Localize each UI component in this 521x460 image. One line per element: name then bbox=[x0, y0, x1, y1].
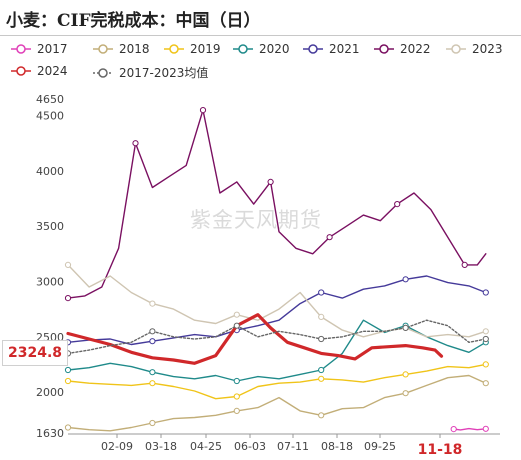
series-line-2021 bbox=[67, 275, 487, 346]
legend-label-2023: 2023 bbox=[472, 42, 503, 56]
series-line-2023 bbox=[67, 264, 487, 338]
series-point-2021 bbox=[149, 338, 156, 345]
series-point-2020 bbox=[318, 366, 325, 374]
series-point-2018 bbox=[482, 380, 489, 387]
legend-item-2018[interactable]: 2018 bbox=[92, 42, 150, 56]
legend-item-2022[interactable]: 2022 bbox=[373, 42, 431, 56]
x-tick-label: 09-25 bbox=[364, 440, 396, 453]
legend-marker-2020 bbox=[233, 44, 253, 54]
series-point-avg bbox=[149, 328, 156, 335]
series-point-2018 bbox=[402, 390, 409, 397]
series-point-2017 bbox=[482, 425, 489, 432]
y-tick-label: 2000 bbox=[36, 386, 64, 399]
series-point-2018 bbox=[233, 407, 240, 414]
series-point-2023 bbox=[233, 311, 240, 318]
legend-marker-2021 bbox=[303, 44, 323, 54]
x-tick-label: 06-03 bbox=[234, 440, 266, 453]
series-point-2019 bbox=[149, 380, 156, 387]
x-tick-label: 11-18 bbox=[418, 442, 463, 458]
series-point-2020 bbox=[233, 377, 240, 385]
legend-label-2020: 2020 bbox=[259, 42, 290, 56]
series-point-2018 bbox=[318, 412, 325, 419]
series-point-2022 bbox=[267, 178, 274, 185]
series-point-avg bbox=[482, 335, 489, 343]
series-point-avg bbox=[233, 322, 240, 329]
chart-title: 小麦：CIF完税成本：中国（日） bbox=[6, 11, 261, 31]
legend-label-2022: 2022 bbox=[400, 42, 431, 56]
series-point-2023 bbox=[64, 261, 72, 268]
series-line-2017 bbox=[453, 427, 487, 431]
y-tick-label: 1630 bbox=[36, 427, 64, 440]
series-point-2021 bbox=[482, 289, 489, 296]
legend-label-2019: 2019 bbox=[190, 42, 221, 56]
legend-marker-2022 bbox=[374, 44, 394, 54]
legend-item-2024[interactable]: 2024 bbox=[10, 64, 68, 78]
legend-label-2021: 2021 bbox=[329, 42, 360, 56]
legend-marker-2019 bbox=[164, 44, 184, 54]
series-point-2019 bbox=[482, 361, 489, 368]
y-tick-label: 4000 bbox=[36, 165, 64, 178]
series-point-2023 bbox=[149, 300, 156, 307]
series-point-2020 bbox=[149, 369, 156, 376]
series-point-2022 bbox=[132, 140, 139, 147]
x-tick-label: 08-18 bbox=[321, 440, 353, 453]
series-point-2018 bbox=[149, 419, 156, 427]
series-point-2022 bbox=[199, 107, 207, 114]
legend-label-2017: 2017 bbox=[37, 42, 68, 56]
series-point-2017 bbox=[450, 426, 457, 433]
legend-item-2021[interactable]: 2021 bbox=[302, 42, 360, 56]
series-point-2021 bbox=[402, 276, 409, 283]
y-tick-label: 4650 bbox=[36, 93, 64, 106]
series-point-avg bbox=[318, 335, 325, 343]
series-point-2023 bbox=[318, 313, 325, 320]
legend-item-2017[interactable]: 2017 bbox=[10, 42, 68, 56]
series-point-2022 bbox=[326, 234, 333, 241]
series-point-2023 bbox=[482, 328, 489, 335]
series-point-2022 bbox=[64, 295, 72, 302]
legend-item-2020[interactable]: 2020 bbox=[232, 42, 290, 56]
x-tick-label: 07-11 bbox=[277, 440, 309, 453]
last-value-badge: 2324.8 bbox=[2, 340, 68, 366]
y-tick-label: 3500 bbox=[36, 220, 64, 233]
legend-label-2018: 2018 bbox=[119, 42, 150, 56]
series-point-2019 bbox=[402, 371, 409, 378]
legend-item-2019[interactable]: 2019 bbox=[163, 42, 221, 56]
legend-item-2023[interactable]: 2023 bbox=[445, 42, 503, 56]
y-tick-label: 4500 bbox=[36, 110, 64, 123]
series-point-2022 bbox=[394, 201, 401, 208]
series-point-2022 bbox=[461, 261, 468, 268]
series-line-2019 bbox=[67, 363, 487, 400]
legend-marker-2024 bbox=[11, 66, 31, 76]
series-point-2019 bbox=[233, 393, 240, 400]
series-line-2018 bbox=[67, 374, 487, 432]
series-line-2024 bbox=[66, 313, 444, 365]
series-point-avg bbox=[402, 324, 409, 331]
x-tick-label: 03-18 bbox=[145, 440, 177, 453]
y-tick-label: 3000 bbox=[36, 275, 64, 288]
legend-marker-2017 bbox=[11, 44, 31, 54]
legend-label-avg: 2017-2023均值 bbox=[119, 66, 209, 80]
title-divider bbox=[0, 35, 521, 36]
legend-item-avg[interactable]: 2017-2023均值 bbox=[92, 64, 208, 81]
legend-marker-avg bbox=[93, 67, 113, 78]
series-point-2018 bbox=[64, 424, 72, 431]
legend-marker-2018 bbox=[93, 44, 113, 54]
legend-label-2024: 2024 bbox=[37, 64, 68, 78]
series-line-avg bbox=[67, 319, 487, 355]
x-tick-label: 04-25 bbox=[190, 440, 222, 453]
series-point-2021 bbox=[318, 289, 325, 296]
chart-legend: 2017 2018 2019 2020 2021 2022 2023 2024 2017-202… bbox=[0, 40, 521, 84]
x-tick-label: 02-09 bbox=[101, 440, 133, 453]
series-point-2020 bbox=[64, 366, 72, 374]
series-point-2019 bbox=[318, 375, 325, 382]
series-line-2022 bbox=[67, 109, 487, 299]
series-point-2019 bbox=[64, 377, 72, 385]
legend-marker-2023 bbox=[446, 44, 466, 54]
